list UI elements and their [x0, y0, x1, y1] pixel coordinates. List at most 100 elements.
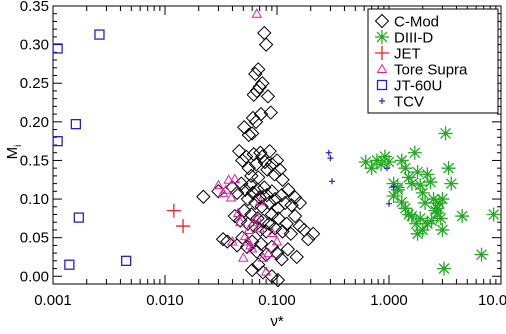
data-point	[64, 259, 75, 270]
legend-label: C-Mod	[394, 14, 439, 31]
y-tick-label: 0.05	[20, 230, 49, 247]
y-tick-label: 0.25	[20, 75, 49, 92]
data-point	[248, 157, 264, 172]
data-point	[420, 216, 435, 231]
data-point	[257, 252, 269, 262]
data-point	[260, 89, 276, 104]
data-point	[260, 162, 275, 177]
data-point	[262, 143, 277, 159]
data-point	[275, 172, 290, 187]
data-point	[223, 174, 234, 184]
data-point	[240, 191, 256, 207]
data-point	[441, 161, 456, 176]
data-point	[267, 227, 278, 238]
data-point	[438, 126, 453, 141]
x-tick-label: 0.100	[258, 292, 296, 309]
data-point	[243, 177, 258, 193]
data-point	[94, 29, 105, 40]
legend-label: JT-60U	[394, 78, 442, 95]
data-point	[235, 153, 250, 168]
data-point	[258, 37, 274, 52]
data-point	[329, 178, 336, 185]
data-point	[267, 221, 283, 236]
data-point	[248, 66, 263, 82]
data-point	[420, 167, 435, 182]
data-point	[280, 242, 296, 257]
legend-box	[367, 8, 499, 114]
data-point	[264, 269, 280, 284]
data-point	[325, 149, 332, 156]
data-point	[275, 224, 290, 239]
data-point	[215, 232, 231, 247]
data-point	[415, 222, 430, 237]
legend-marker	[375, 46, 389, 60]
data-point	[267, 191, 283, 207]
data-point	[70, 119, 82, 130]
legend-marker	[376, 79, 388, 91]
y-tick-label: 0.20	[20, 114, 49, 131]
series-tore-supra	[213, 8, 283, 276]
y-tick-label: 0.00	[20, 268, 49, 285]
data-point	[252, 190, 267, 205]
data-point	[398, 201, 413, 216]
y-axis-label: Mi	[4, 145, 24, 160]
data-point	[264, 207, 280, 222]
data-point	[432, 195, 447, 210]
data-point	[474, 247, 489, 262]
data-point	[241, 127, 257, 143]
data-point	[271, 236, 283, 246]
data-point	[254, 195, 266, 206]
data-point	[423, 175, 438, 190]
data-point	[292, 195, 308, 211]
data-point	[486, 207, 501, 222]
data-point	[250, 182, 265, 197]
y-tick-label: 0.10	[20, 191, 49, 208]
data-point	[263, 105, 278, 120]
x-tick-label: 10.000	[478, 292, 506, 309]
data-point	[364, 161, 379, 176]
data-point	[424, 213, 439, 228]
data-point	[382, 154, 396, 169]
x-tick-label: 0.001	[34, 292, 72, 309]
data-point	[415, 185, 430, 200]
data-point	[274, 252, 289, 267]
data-point	[305, 226, 321, 242]
data-point	[444, 176, 459, 191]
data-point	[251, 8, 263, 18]
data-point	[196, 189, 211, 204]
legend-marker	[375, 30, 389, 44]
y-tick-label: 0.15	[20, 152, 49, 169]
data-point	[234, 176, 249, 191]
data-point	[407, 145, 422, 160]
data-point	[234, 216, 246, 227]
data-point	[213, 179, 224, 190]
y-tick-label: 0.30	[20, 37, 49, 54]
data-point	[283, 226, 299, 242]
data-point	[410, 226, 425, 241]
x-tick-label: 1.000	[370, 292, 408, 309]
data-point	[263, 247, 274, 258]
legend-marker	[374, 13, 390, 29]
data-point	[255, 76, 270, 91]
data-point	[409, 216, 424, 231]
data-point	[252, 79, 267, 95]
data-point	[435, 222, 450, 237]
x-axis-label: ν*	[270, 313, 284, 330]
data-point	[287, 208, 303, 224]
data-point	[254, 222, 266, 233]
data-point	[394, 195, 409, 210]
data-point	[238, 149, 254, 164]
data-point	[241, 160, 257, 176]
data-point	[251, 212, 263, 222]
data-point	[413, 178, 428, 193]
data-point	[227, 208, 243, 224]
data-point	[225, 191, 237, 202]
data-point	[253, 222, 268, 238]
data-point	[243, 224, 255, 234]
data-point	[220, 184, 232, 194]
data-point	[437, 261, 452, 276]
data-point	[217, 187, 229, 197]
legend-label: Tore Supra	[394, 62, 468, 79]
data-point	[244, 126, 260, 141]
